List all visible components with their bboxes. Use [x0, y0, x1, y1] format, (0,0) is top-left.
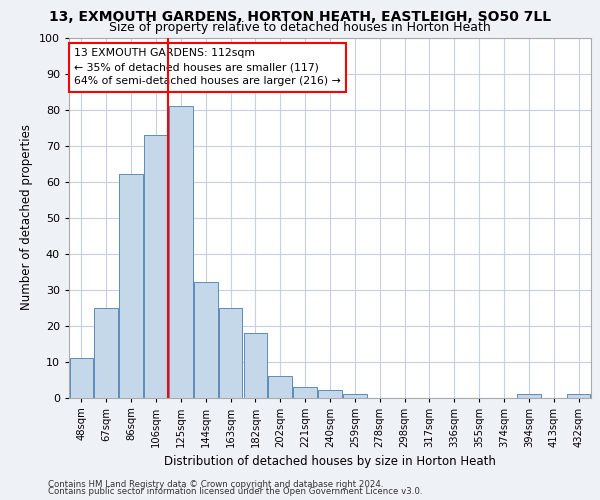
Bar: [144, 134, 168, 398]
Bar: [567, 394, 590, 398]
Text: Size of property relative to detached houses in Horton Heath: Size of property relative to detached ho…: [109, 21, 491, 34]
Bar: [119, 174, 143, 398]
Bar: [268, 376, 292, 398]
Bar: [194, 282, 218, 398]
Bar: [517, 394, 541, 398]
Bar: [169, 106, 193, 398]
Bar: [94, 308, 118, 398]
Text: Contains public sector information licensed under the Open Government Licence v3: Contains public sector information licen…: [48, 487, 422, 496]
Text: 13, EXMOUTH GARDENS, HORTON HEATH, EASTLEIGH, SO50 7LL: 13, EXMOUTH GARDENS, HORTON HEATH, EASTL…: [49, 10, 551, 24]
Bar: [343, 394, 367, 398]
Bar: [293, 386, 317, 398]
Y-axis label: Number of detached properties: Number of detached properties: [20, 124, 34, 310]
Bar: [219, 308, 242, 398]
Bar: [318, 390, 342, 398]
Text: 13 EXMOUTH GARDENS: 112sqm
← 35% of detached houses are smaller (117)
64% of sem: 13 EXMOUTH GARDENS: 112sqm ← 35% of deta…: [74, 48, 341, 86]
Bar: [70, 358, 93, 398]
X-axis label: Distribution of detached houses by size in Horton Heath: Distribution of detached houses by size …: [164, 455, 496, 468]
Bar: [244, 332, 267, 398]
Text: Contains HM Land Registry data © Crown copyright and database right 2024.: Contains HM Land Registry data © Crown c…: [48, 480, 383, 489]
